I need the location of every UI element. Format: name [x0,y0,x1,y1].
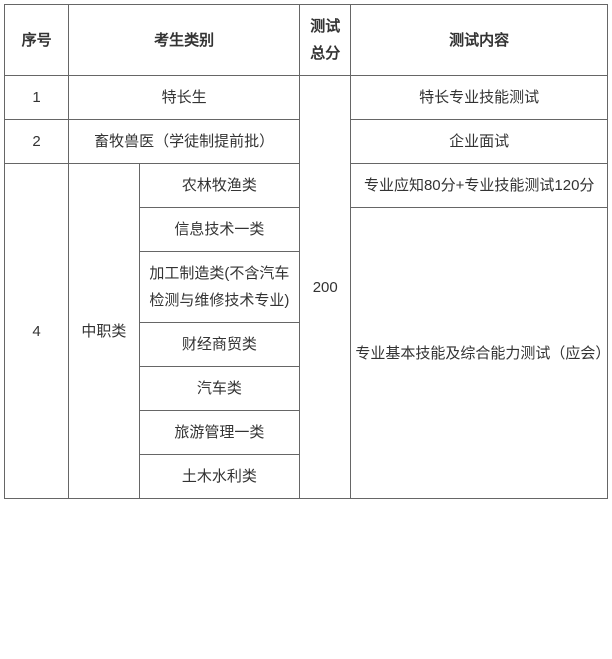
cell-category: 特长生 [69,76,300,120]
cell-seq: 1 [5,76,69,120]
header-category: 考生类别 [69,5,300,76]
test-info-table: 序号 考生类别 测试总分 测试内容 1 特长生 200 特长专业技能测试 2 畜… [4,4,608,499]
cell-subcategory: 信息技术一类 [139,208,299,252]
header-content: 测试内容 [351,5,608,76]
cell-subcategory: 汽车类 [139,367,299,411]
cell-subcategory: 财经商贸类 [139,323,299,367]
cell-category-main: 中职类 [69,164,140,499]
cell-seq: 4 [5,164,69,499]
cell-seq: 2 [5,120,69,164]
table-row: 1 特长生 200 特长专业技能测试 [5,76,608,120]
table-header-row: 序号 考生类别 测试总分 测试内容 [5,5,608,76]
cell-subcategory: 农林牧渔类 [139,164,299,208]
cell-category: 畜牧兽医（学徒制提前批） [69,120,300,164]
cell-content: 专业基本技能及综合能力测试（应会） [351,208,608,499]
cell-subcategory: 土木水利类 [139,455,299,499]
cell-subcategory: 旅游管理一类 [139,411,299,455]
cell-total-score: 200 [300,76,351,499]
header-seq: 序号 [5,5,69,76]
cell-content: 企业面试 [351,120,608,164]
header-total-score: 测试总分 [300,5,351,76]
cell-content: 专业应知80分+专业技能测试120分 [351,164,608,208]
cell-content: 特长专业技能测试 [351,76,608,120]
cell-subcategory: 加工制造类(不含汽车检测与维修技术专业) [139,252,299,323]
